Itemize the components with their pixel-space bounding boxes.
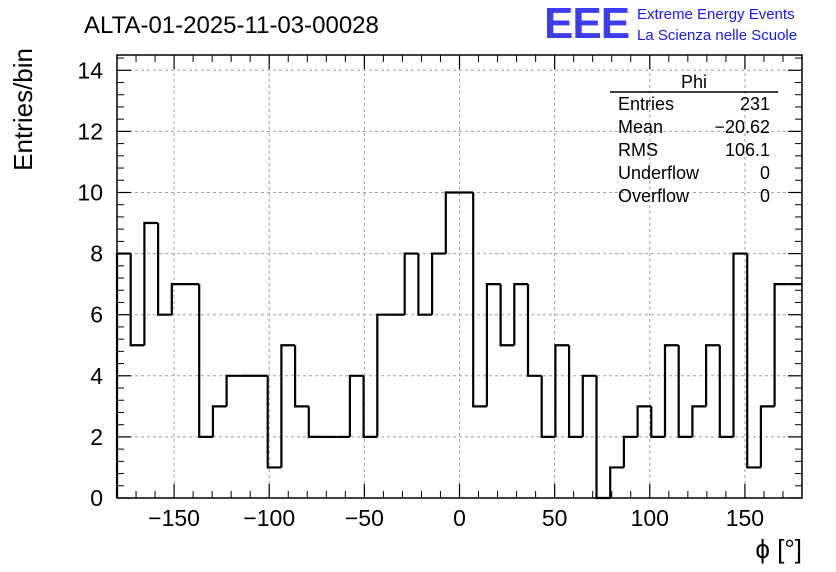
histogram-bin bbox=[773, 283, 789, 407]
histogram-bin bbox=[677, 345, 693, 438]
histogram-bin bbox=[198, 284, 213, 438]
y-tick-label: 0 bbox=[90, 485, 103, 511]
stats-value: −20.62 bbox=[714, 117, 770, 137]
histogram-bin bbox=[663, 344, 679, 437]
histogram-bin bbox=[280, 344, 296, 468]
y-tick-label: 4 bbox=[90, 363, 103, 389]
histogram-bin bbox=[636, 405, 652, 437]
histogram-bin bbox=[705, 344, 720, 407]
histogram-bin bbox=[225, 374, 241, 407]
histogram-bin bbox=[732, 252, 748, 437]
chart-title: ALTA-01-2025-11-03-00028 bbox=[84, 12, 379, 39]
stats-label: Underflow bbox=[618, 163, 700, 183]
stats-value: 0 bbox=[760, 186, 770, 206]
y-tick-label: 8 bbox=[90, 241, 103, 267]
brand-line-1: Extreme Energy Events bbox=[637, 6, 795, 23]
y-tick-label: 10 bbox=[77, 179, 103, 205]
histogram-bin bbox=[294, 345, 309, 408]
histogram-bin bbox=[746, 253, 761, 469]
histogram-bin bbox=[170, 283, 186, 315]
y-tick-label: 2 bbox=[90, 424, 103, 450]
x-tick-label: −150 bbox=[148, 505, 200, 531]
x-tick-label: −100 bbox=[243, 505, 295, 531]
histogram-bin bbox=[129, 253, 145, 347]
brand-line-2: La Scienza nelle Scuole bbox=[637, 27, 797, 44]
histogram-bin bbox=[211, 405, 227, 437]
histogram-bin bbox=[362, 375, 378, 438]
stats-label: Entries bbox=[618, 94, 674, 114]
histogram-bin bbox=[403, 252, 419, 315]
histogram-series bbox=[115, 191, 802, 500]
stats-value: 231 bbox=[740, 94, 770, 114]
y-axis-label: Entries/bin bbox=[8, 48, 38, 171]
histogram-bin bbox=[650, 406, 665, 438]
histogram-bin bbox=[376, 313, 391, 437]
stats-value: 106.1 bbox=[725, 140, 770, 160]
y-tick-label: 6 bbox=[90, 302, 103, 328]
stats-value: 0 bbox=[760, 163, 770, 183]
histogram-bin bbox=[526, 284, 542, 377]
stats-box: Phi Entries 231 Mean −20.62 RMS 106.1 Underflo… bbox=[610, 72, 778, 206]
eee-logo-text: EEE bbox=[544, 0, 629, 48]
stats-label: Overflow bbox=[618, 186, 690, 206]
axes: −150 −100 −50 0 50 100 150 0 2 4 6 8 10 12 14 bbox=[77, 54, 803, 531]
histogram-bin bbox=[157, 223, 172, 316]
histogram-bin bbox=[691, 405, 707, 437]
stats-label: Mean bbox=[618, 117, 663, 137]
histogram-bin bbox=[348, 374, 364, 437]
histogram-bin bbox=[143, 221, 159, 346]
histogram-bin bbox=[266, 375, 282, 469]
histogram-bin bbox=[554, 344, 570, 437]
stats-label: RMS bbox=[618, 140, 658, 160]
histogram-bin bbox=[472, 192, 487, 408]
eee-logo: EEE Extreme Energy Events La Scienza nel… bbox=[544, 0, 797, 48]
histogram-bin bbox=[499, 284, 515, 347]
x-tick-label: 100 bbox=[631, 505, 669, 531]
y-tick-label: 12 bbox=[77, 118, 103, 144]
histogram-bin bbox=[307, 406, 323, 438]
histogram-bin bbox=[431, 252, 446, 315]
histogram-bin bbox=[581, 374, 597, 437]
x-axis-label: ϕ [°] bbox=[755, 534, 802, 564]
histogram-bin bbox=[622, 435, 638, 468]
histogram-bin bbox=[417, 253, 433, 316]
histogram-bin bbox=[444, 191, 460, 254]
histogram-bin bbox=[609, 466, 624, 498]
y-tick-label: 14 bbox=[77, 57, 103, 83]
x-tick-label: −50 bbox=[345, 505, 384, 531]
histogram-bin bbox=[718, 345, 734, 438]
histogram-bin bbox=[540, 375, 556, 438]
x-tick-label: 150 bbox=[726, 505, 764, 531]
histogram-bin bbox=[568, 345, 583, 438]
histogram-bin bbox=[485, 283, 501, 407]
stats-title: Phi bbox=[681, 72, 707, 92]
x-tick-label: 50 bbox=[542, 505, 568, 531]
x-tick-label: 0 bbox=[453, 505, 466, 531]
histogram-bin bbox=[759, 405, 775, 468]
histogram-bin bbox=[513, 283, 528, 346]
